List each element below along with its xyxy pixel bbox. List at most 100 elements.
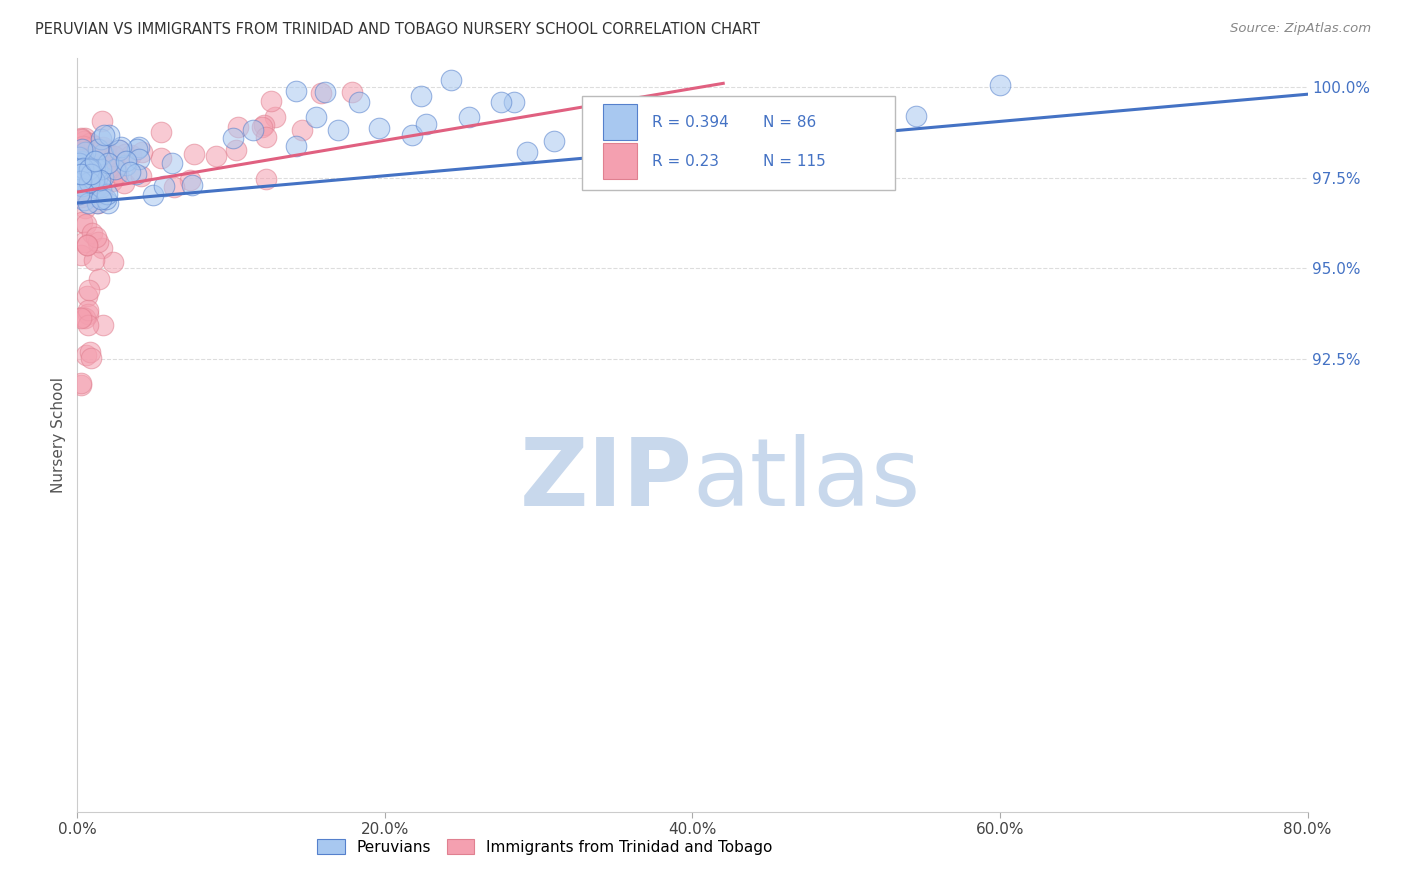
Point [90,149,112,163]
Text: N = 86: N = 86 [762,114,815,129]
Point [93,128,115,143]
Point [112,176,135,190]
Point [69,167,91,181]
Point [87,141,110,155]
Point [115,154,138,169]
Point [67,160,90,174]
Point [86,196,108,211]
Point [69,173,91,187]
Point [96,160,118,174]
Point [70,377,93,392]
Point [75,310,97,325]
Point [76,238,98,252]
Point [70,376,93,391]
Point [90,161,112,176]
Point [70,154,93,169]
Point [905,109,928,123]
Point [415,117,437,131]
Point [73,157,96,171]
Point [458,110,481,124]
Point [153,179,176,194]
Point [252,120,274,134]
Point [90,192,112,206]
Point [489,95,512,109]
Point [103,149,125,163]
Point [70,162,93,177]
Point [91,147,114,161]
Point [264,110,287,124]
Point [128,152,150,166]
Point [67,168,90,182]
Point [94,143,117,157]
Point [87,235,110,249]
Point [70,310,93,324]
Point [76,289,98,303]
Point [93,139,115,153]
Point [97,196,120,211]
Point [747,125,769,139]
Point [90,180,112,194]
Point [79,170,101,185]
Point [340,85,363,99]
Point [90,186,112,200]
Point [75,348,97,362]
Point [73,145,96,160]
Point [100,174,122,188]
Text: N = 115: N = 115 [762,153,825,169]
Point [841,130,863,145]
Point [411,89,433,103]
Text: PERUVIAN VS IMMIGRANTS FROM TRINIDAD AND TOBAGO NURSERY SCHOOL CORRELATION CHART: PERUVIAN VS IMMIGRANTS FROM TRINIDAD AND… [35,22,761,37]
Point [69,131,91,145]
Point [115,157,138,171]
Point [163,180,186,194]
Point [179,172,201,186]
Point [131,145,153,159]
Point [225,143,247,157]
Point [76,238,98,252]
Point [76,138,98,153]
Point [77,284,100,298]
Point [988,78,1011,92]
Point [97,156,120,170]
Point [205,149,228,163]
Point [89,272,111,286]
Point [84,180,107,194]
Point [75,162,97,177]
Point [128,140,150,154]
Point [67,167,90,181]
Text: ZIP: ZIP [520,434,693,526]
Point [70,175,93,189]
Point [77,170,100,185]
Point [72,161,94,175]
FancyBboxPatch shape [582,95,896,190]
Point [284,138,307,153]
Point [77,196,100,211]
Point [83,154,105,169]
Point [83,139,105,153]
Point [821,103,844,117]
Point [80,158,103,172]
Point [107,166,129,180]
Point [83,252,105,267]
Point [69,190,91,204]
Point [86,230,108,244]
Point [253,118,276,132]
Point [284,84,307,98]
Point [77,318,100,333]
Point [73,165,96,179]
Point [73,201,96,215]
Point [183,146,205,161]
Point [79,167,101,181]
Point [86,185,108,199]
Point [226,120,249,134]
Text: Source: ZipAtlas.com: Source: ZipAtlas.com [1230,22,1371,36]
Point [79,161,101,175]
Point [70,153,93,167]
Point [70,174,93,188]
Point [76,307,98,321]
Point [67,182,90,196]
Point [70,186,93,200]
Point [73,130,96,145]
Point [516,145,538,159]
Point [67,149,90,163]
